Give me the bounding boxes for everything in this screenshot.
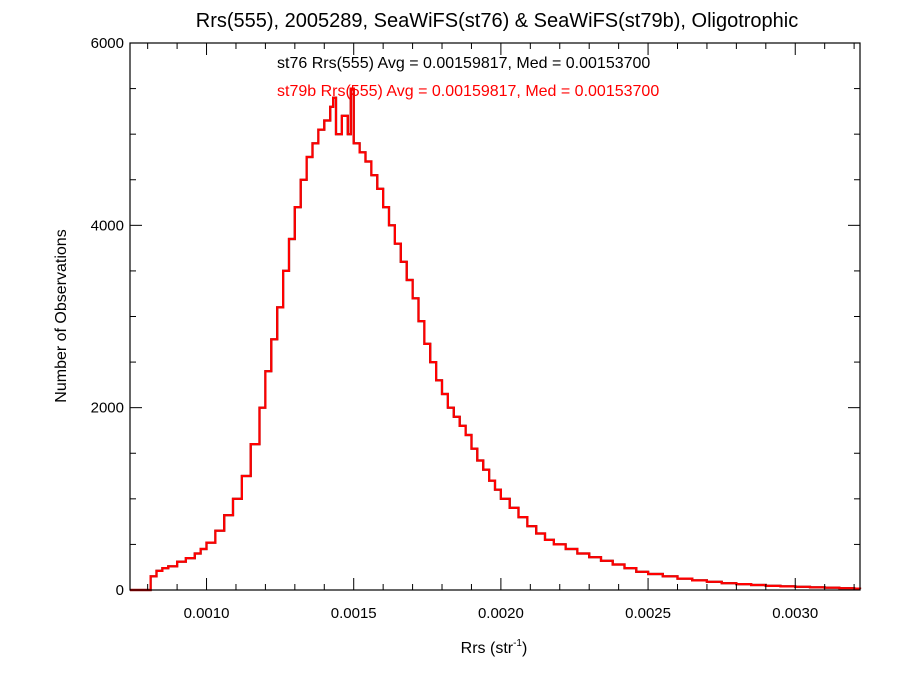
annotation-st76: st76 Rrs(555) Avg = 0.00159817, Med = 0.… bbox=[277, 55, 650, 72]
plot-frame bbox=[129, 42, 861, 591]
x-axis-title: Rrs (str-1) bbox=[461, 638, 528, 657]
x-tick-label: 0.0010 bbox=[184, 605, 230, 622]
x-tick-label: 0.0020 bbox=[478, 605, 524, 622]
x-axis-title-close: ) bbox=[522, 640, 527, 657]
series-line-st79b bbox=[130, 87, 862, 592]
series-layer bbox=[130, 87, 862, 592]
x-tick-label: 0.0015 bbox=[331, 605, 377, 622]
y-tick-label: 0 bbox=[116, 582, 124, 599]
x-axis-title-base: Rrs (str bbox=[461, 640, 514, 657]
x-axis-title-sup: -1 bbox=[513, 638, 522, 649]
annotation-st79b: st79b Rrs(555) Avg = 0.00159817, Med = 0… bbox=[277, 83, 659, 100]
axis-tick-labels: 0.0010 0.0015 0.0020 0.0025 0.0030 0 2000 4000 6… bbox=[91, 35, 819, 622]
y-tick-label: 4000 bbox=[91, 217, 124, 234]
x-tick-label: 0.0025 bbox=[625, 605, 671, 622]
x-tick-label: 0.0030 bbox=[772, 605, 818, 622]
series-line-st76 bbox=[130, 87, 862, 592]
chart-title: Rrs(555), 2005289, SeaWiFS(st76) & SeaWi… bbox=[196, 10, 798, 32]
y-tick-label: 6000 bbox=[91, 35, 124, 52]
y-axis-title: Number of Observations bbox=[53, 229, 70, 402]
y-tick-label: 2000 bbox=[91, 400, 124, 417]
axis-ticks bbox=[130, 42, 860, 591]
